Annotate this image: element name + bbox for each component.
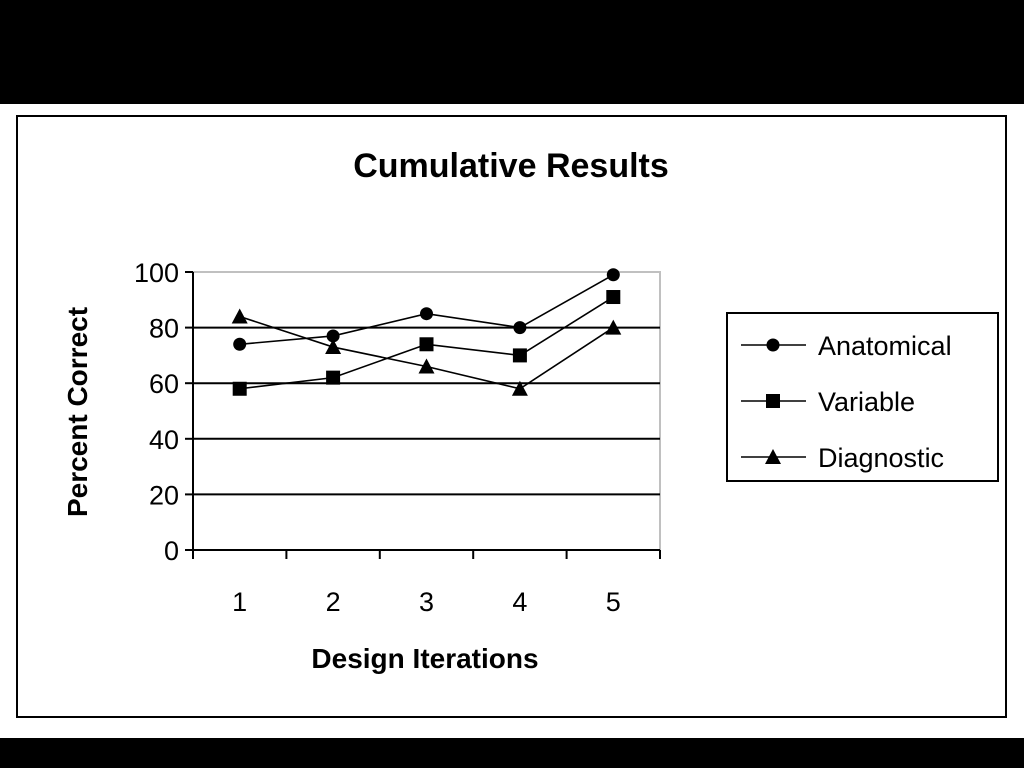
- data-point-diagnostic: [231, 308, 248, 324]
- x-tick-label: 5: [606, 587, 621, 617]
- legend-label-anatomical: Anatomical: [818, 331, 952, 361]
- data-point-diagnostic: [605, 319, 622, 335]
- legend-label-diagnostic: Diagnostic: [818, 443, 944, 473]
- data-point-anatomical: [513, 321, 527, 335]
- x-axis-title: Design Iterations: [311, 643, 538, 674]
- legend-marker-diagnostic: [765, 449, 781, 464]
- x-tick-label: 3: [419, 587, 434, 617]
- data-point-variable: [512, 348, 527, 363]
- x-tick-label: 1: [232, 587, 247, 617]
- y-tick-label: 100: [134, 258, 179, 288]
- legend-marker-anatomical: [766, 338, 780, 352]
- y-tick-label: 20: [149, 480, 179, 510]
- chart-title: Cumulative Results: [353, 147, 669, 185]
- data-point-variable: [419, 337, 434, 352]
- data-point-diagnostic: [325, 339, 342, 355]
- y-axis-title: Percent Correct: [62, 307, 93, 517]
- x-tick-label: 2: [326, 587, 341, 617]
- x-tick-label: 4: [512, 587, 527, 617]
- data-point-anatomical: [606, 268, 620, 282]
- data-point-variable: [232, 381, 247, 396]
- y-tick-label: 0: [164, 536, 179, 566]
- y-tick-label: 80: [149, 314, 179, 344]
- data-point-diagnostic: [511, 380, 528, 396]
- legend-label-variable: Variable: [818, 387, 915, 417]
- y-tick-label: 40: [149, 425, 179, 455]
- data-point-variable: [326, 370, 341, 385]
- data-point-anatomical: [420, 307, 433, 321]
- data-point-variable: [606, 290, 621, 305]
- legend-marker-variable: [766, 394, 780, 408]
- chart-frame: [16, 115, 1007, 718]
- data-point-anatomical: [326, 329, 340, 343]
- data-point-anatomical: [233, 337, 247, 351]
- data-point-diagnostic: [418, 358, 435, 374]
- y-tick-label: 60: [149, 369, 179, 399]
- legend: Anatomical Variable Diagnostic: [726, 312, 999, 482]
- plot-layer: 0 20 40 60 80 100 1 2 3 4 5: [134, 258, 661, 617]
